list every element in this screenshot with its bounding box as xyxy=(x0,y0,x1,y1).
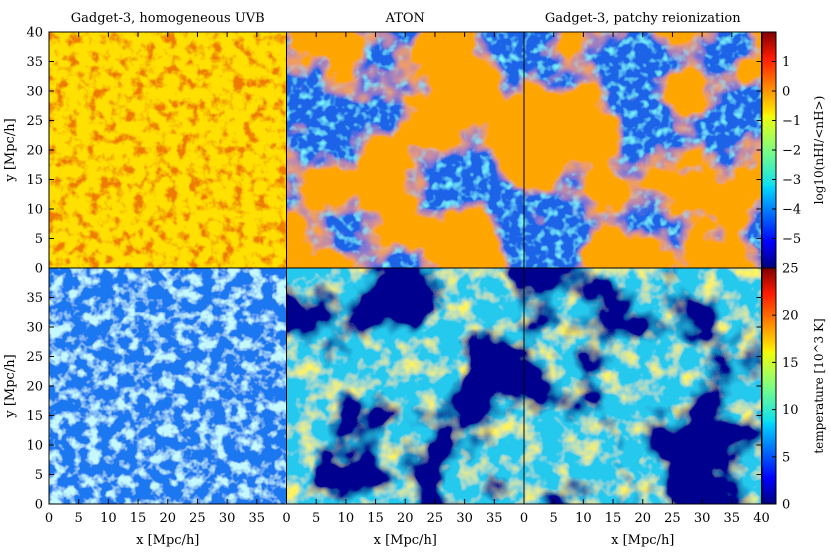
x-tick-label: 15 xyxy=(605,511,622,526)
heatmap-panel-r1-c1 xyxy=(49,32,287,268)
colorbar-tick-label: 25 xyxy=(782,262,799,277)
x-tick-label: 20 xyxy=(397,511,414,526)
y-tick-label: 10 xyxy=(26,203,43,218)
colorbar-tick-label: 10 xyxy=(782,403,799,418)
x-tick-label: 15 xyxy=(367,511,384,526)
x-tick-label: 5 xyxy=(75,511,83,526)
x-tick-label: 35 xyxy=(249,511,266,526)
y-tick-label: 35 xyxy=(26,55,43,70)
x-tick-label: 25 xyxy=(664,511,681,526)
heatmap-panel-r1-c3 xyxy=(524,32,762,268)
x-axis-label: x [Mpc/h] xyxy=(374,533,437,548)
heatmap-panel-r1-c2 xyxy=(286,32,524,268)
x-tick-label: 35 xyxy=(724,511,741,526)
y-tick-label: 10 xyxy=(26,439,43,454)
colorbar-tick-label: −3 xyxy=(782,173,801,188)
y-axis-label: y [Mpc/h] xyxy=(3,118,18,182)
x-tick-label: 5 xyxy=(550,511,558,526)
x-tick-label: 25 xyxy=(189,511,206,526)
colorbar-tick-label: −2 xyxy=(782,144,801,159)
panel-title: Gadget-3, homogeneous UVB xyxy=(71,11,265,26)
x-tick-label: 10 xyxy=(100,511,117,526)
colorbar-tick-label: −5 xyxy=(782,232,801,247)
x-tick-label: 30 xyxy=(694,511,711,526)
heatmap-panel-r2-c1 xyxy=(49,268,287,504)
y-tick-label: 20 xyxy=(26,144,43,159)
colorbar-label-1: log10(nHI/<nH>) xyxy=(812,96,826,205)
x-tick-label: 5 xyxy=(312,511,320,526)
y-tick-label: 0 xyxy=(35,262,43,277)
colorbar-tick-label: 15 xyxy=(782,356,799,371)
colorbar-tick-label: 0 xyxy=(782,498,790,513)
colorbar-tick-label: −4 xyxy=(782,203,801,218)
colorbar-tick-label: −1 xyxy=(782,114,801,129)
x-tick-label: 0 xyxy=(282,511,290,526)
y-tick-label: 30 xyxy=(26,85,43,100)
y-tick-label: 5 xyxy=(35,468,43,483)
y-tick-label: 0 xyxy=(35,498,43,513)
y-tick-label: 25 xyxy=(26,350,43,365)
panel-title: Gadget-3, patchy reionization xyxy=(545,11,741,26)
colorbar-tick-label: 1 xyxy=(782,55,790,70)
colorbar-2 xyxy=(761,267,777,505)
y-tick-label: 25 xyxy=(26,114,43,129)
x-tick-label: 25 xyxy=(427,511,444,526)
panel-grid xyxy=(49,32,762,504)
heatmap-panel-r2-c2 xyxy=(286,268,524,504)
x-tick-label: 35 xyxy=(486,511,503,526)
y-tick-label: 20 xyxy=(26,380,43,395)
x-tick-label: 0 xyxy=(520,511,528,526)
x-axis-label: x [Mpc/h] xyxy=(136,533,199,548)
colorbar-label-2: temperature [10^3 K] xyxy=(812,318,826,453)
panel-title: ATON xyxy=(385,11,425,26)
heatmap-panel-r2-c3 xyxy=(524,268,762,504)
x-tick-label: 40 xyxy=(753,511,770,526)
y-tick-label: 35 xyxy=(26,291,43,306)
x-tick-label: 0 xyxy=(45,511,53,526)
y-tick-label: 5 xyxy=(35,232,43,247)
colorbar-tick-label: 20 xyxy=(782,309,799,324)
y-tick-label: 40 xyxy=(26,26,43,41)
axes: Gadget-3, homogeneous UVB ATON Gadget-3, p… xyxy=(3,11,770,548)
y-tick-label: 15 xyxy=(26,173,43,188)
y-tick-label: 30 xyxy=(26,321,43,336)
x-tick-label: 20 xyxy=(634,511,651,526)
colorbar-tick-label: 5 xyxy=(782,450,790,465)
y-tick-label: 15 xyxy=(26,409,43,424)
x-tick-label: 15 xyxy=(130,511,147,526)
x-tick-label: 20 xyxy=(159,511,176,526)
x-axis-label: x [Mpc/h] xyxy=(611,533,674,548)
colorbar-tick-label: 0 xyxy=(782,85,790,100)
colorbars: 10−1−2−3−4−5log10(nHI/<nH>)2520151050tem… xyxy=(761,31,826,513)
y-axis-label: y [Mpc/h] xyxy=(3,354,18,418)
x-tick-label: 10 xyxy=(575,511,592,526)
x-tick-label: 30 xyxy=(456,511,473,526)
x-tick-label: 10 xyxy=(338,511,355,526)
x-tick-label: 30 xyxy=(219,511,236,526)
